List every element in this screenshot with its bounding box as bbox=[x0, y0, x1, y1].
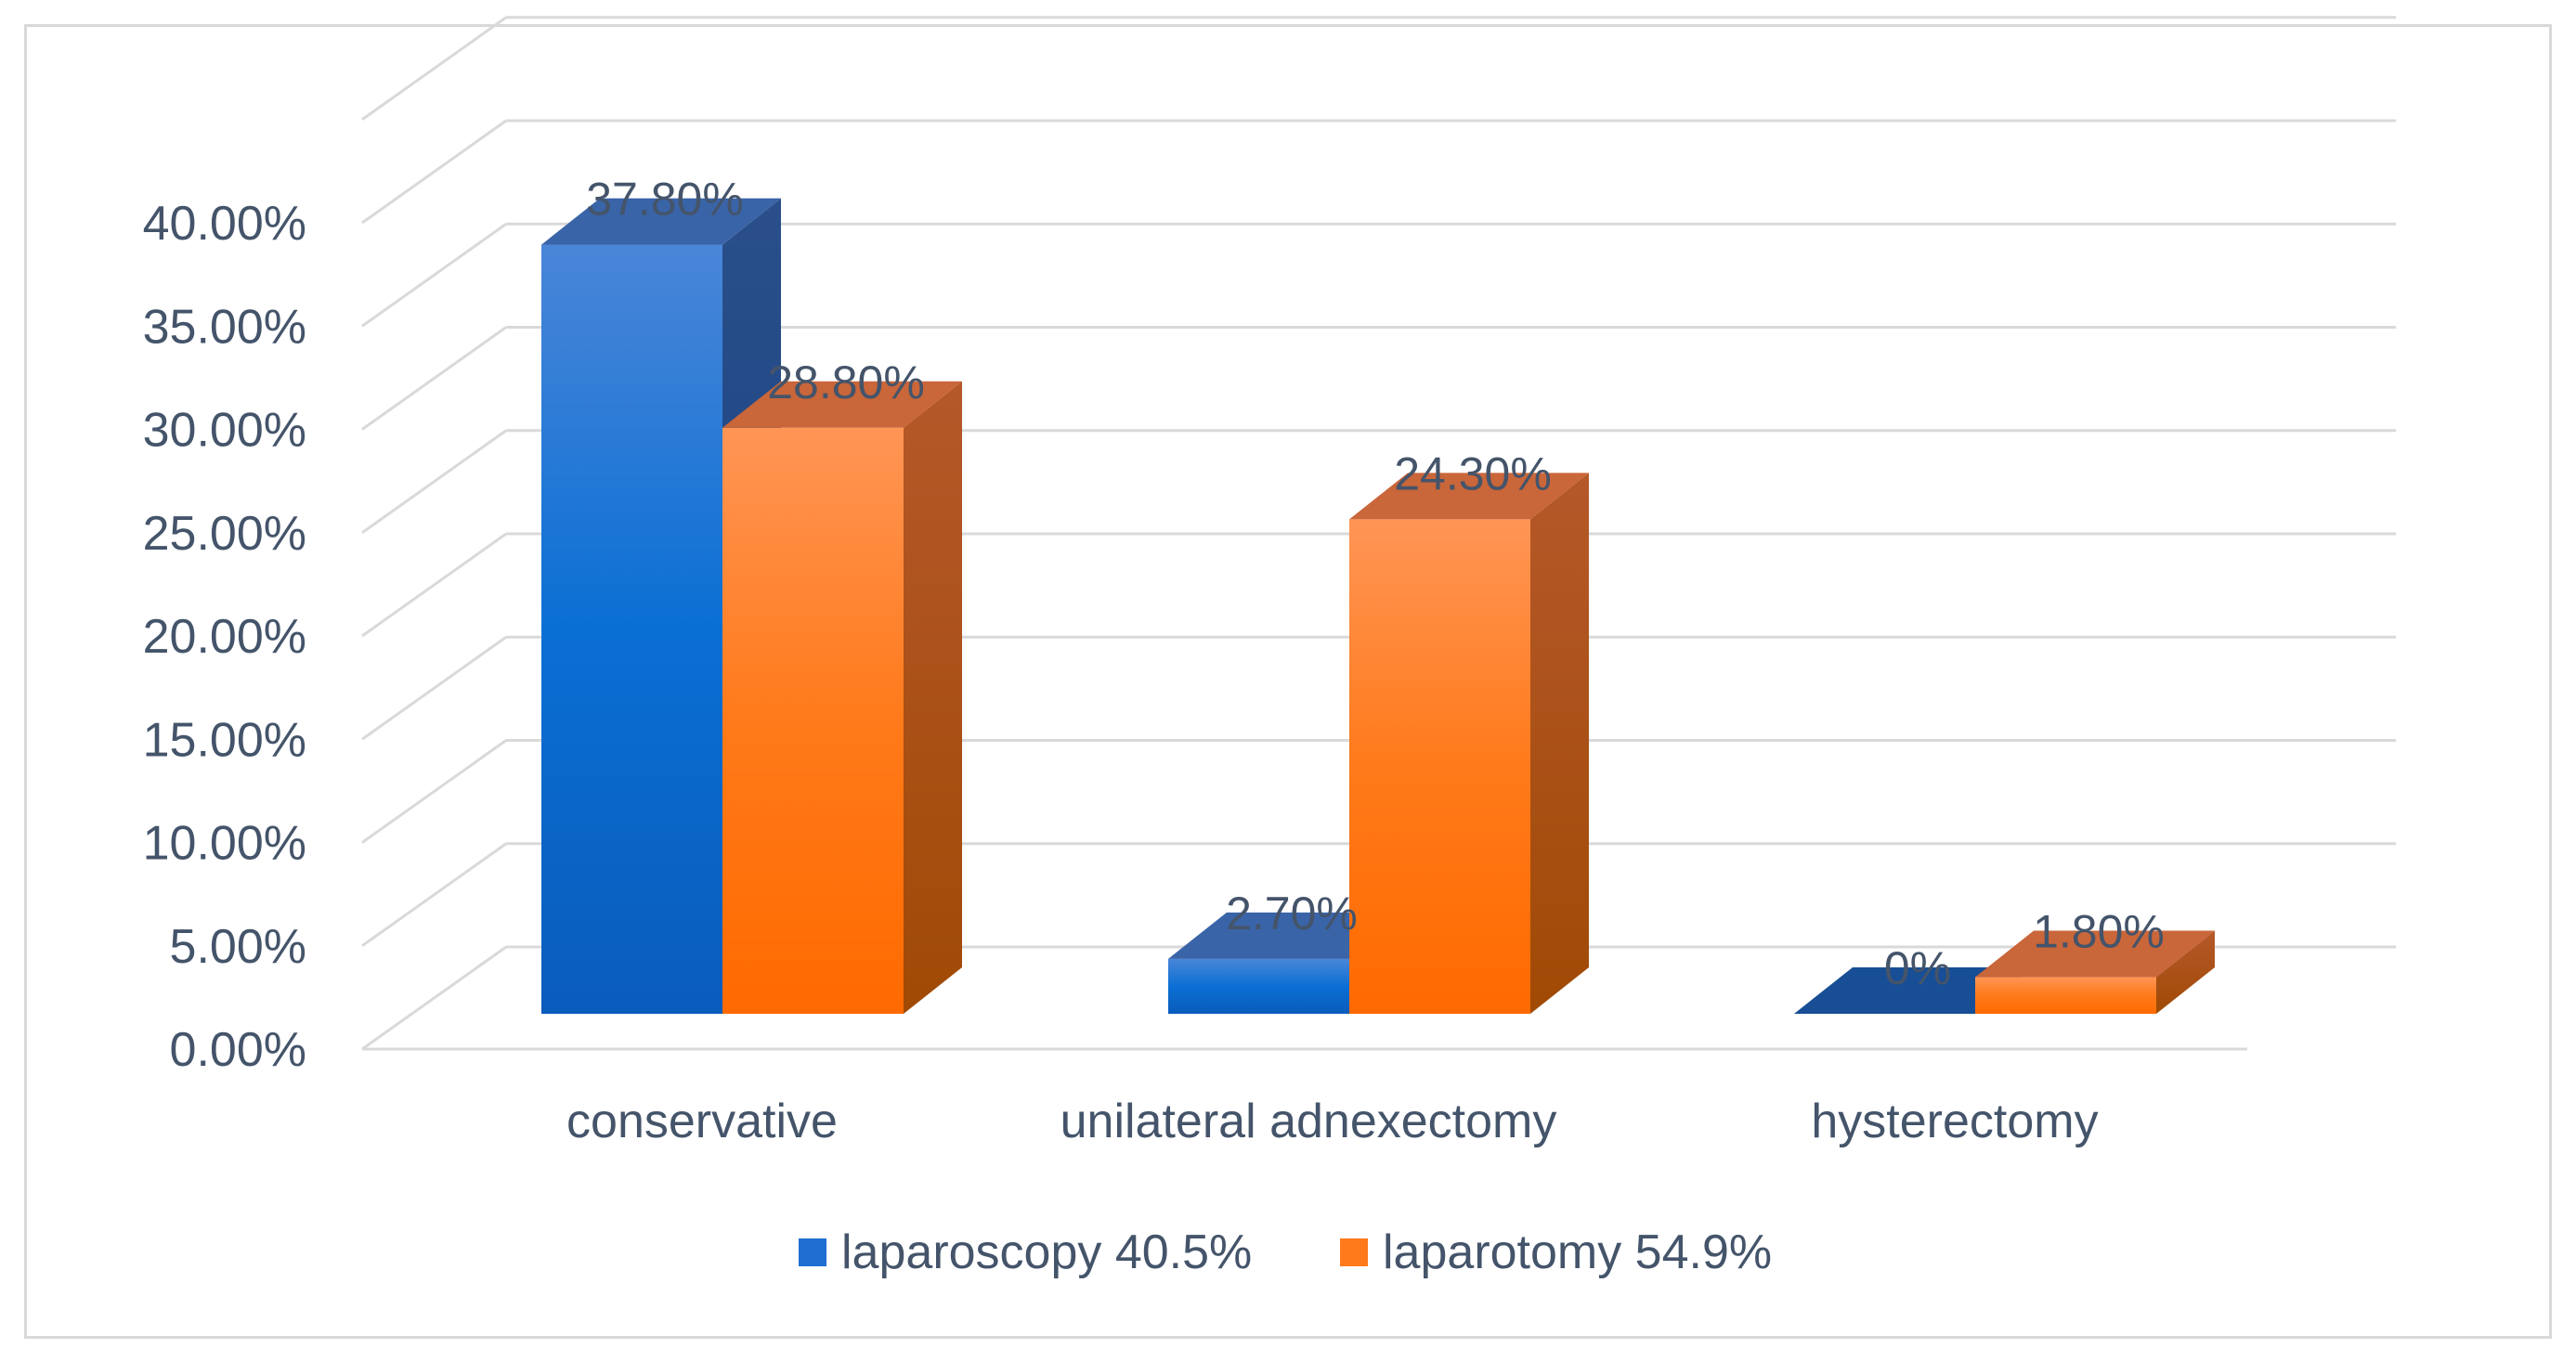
y-tick-label: 15.00% bbox=[143, 713, 306, 767]
bars bbox=[541, 198, 2215, 1015]
gridline-side bbox=[361, 842, 507, 947]
legend-swatch bbox=[1340, 1238, 1368, 1266]
data-label-laparotomy: 24.30% bbox=[1394, 447, 1552, 499]
y-tick-label: 20.00% bbox=[143, 610, 306, 664]
bar-top-face bbox=[1349, 473, 1589, 520]
y-tick-label: 0.00% bbox=[170, 1023, 306, 1077]
legend-swatch bbox=[799, 1238, 826, 1266]
gridline-side bbox=[361, 223, 507, 328]
x-category-label: unilateral adnexectomy bbox=[1060, 1095, 1557, 1148]
bar-top-face bbox=[1975, 930, 2215, 978]
x-axis-categories: conservative unilateral adnexectomy hyster… bbox=[566, 1095, 2099, 1148]
y-tick-label: 25.00% bbox=[143, 507, 306, 561]
gridline-side bbox=[361, 532, 507, 638]
legend-label: laparoscopy 40.5% bbox=[841, 1225, 1252, 1279]
legend-label: laparotomy 54.9% bbox=[1383, 1225, 1772, 1279]
bar-laparotomy-3 bbox=[1975, 930, 2215, 1014]
bar-front-face bbox=[1975, 977, 2156, 1014]
data-label-laparotomy: 1.80% bbox=[2033, 906, 2165, 958]
bar-top-face bbox=[1794, 967, 2034, 1014]
bar-side-face bbox=[1530, 473, 1589, 1014]
legend-item-laparotomy: laparotomy 54.9% bbox=[1340, 1225, 1772, 1279]
bar-top-face bbox=[541, 198, 781, 245]
gridline-side bbox=[361, 739, 507, 844]
gridline-side bbox=[361, 636, 507, 741]
legend-item-laparoscopy: laparoscopy 40.5% bbox=[799, 1225, 1252, 1279]
data-label-laparoscopy: 2.70% bbox=[1226, 888, 1358, 940]
y-tick-label: 35.00% bbox=[143, 300, 306, 354]
data-label-laparotomy: 28.80% bbox=[767, 356, 925, 408]
gridline-side bbox=[361, 119, 507, 225]
y-tick-label: 30.00% bbox=[143, 404, 306, 458]
gridline-side bbox=[361, 945, 507, 1051]
bar-front-face bbox=[541, 244, 722, 1014]
bar-top-face bbox=[722, 381, 962, 428]
y-tick-label: 10.00% bbox=[143, 817, 306, 871]
x-category-label: conservative bbox=[566, 1095, 838, 1148]
x-category-label: hysterectomy bbox=[1811, 1095, 2098, 1148]
gridline-side bbox=[361, 429, 507, 534]
gridline-side bbox=[361, 326, 507, 431]
data-label-laparoscopy: 0% bbox=[1884, 942, 1951, 994]
y-tick-label: 5.00% bbox=[170, 920, 306, 974]
legend: laparoscopy 40.5% laparotomy 54.9% bbox=[799, 1225, 1772, 1279]
bar-laparotomy-1 bbox=[722, 381, 962, 1014]
y-tick-label: 40.00% bbox=[143, 197, 306, 251]
gridline-side bbox=[361, 16, 507, 121]
bar-front-face bbox=[1168, 958, 1349, 1014]
bar-front-face bbox=[1349, 519, 1530, 1014]
bar-front-face bbox=[722, 427, 904, 1014]
bar-side-face bbox=[904, 381, 962, 1014]
y-axis-ticks: 0.00% 5.00% 10.00% 15.00% 20.00% 25.00% 30.00%… bbox=[143, 197, 306, 1077]
bar-laparoscopy-3 bbox=[1794, 967, 2034, 1014]
bar-side-face bbox=[2156, 930, 2215, 1014]
data-label-laparoscopy: 37.80% bbox=[586, 174, 744, 226]
bar-laparotomy-2 bbox=[1349, 473, 1589, 1014]
data-labels: 37.80% 28.80% 2.70% 24.30% 0% 1.80% bbox=[586, 174, 2165, 994]
bar-top-face bbox=[1168, 912, 1408, 959]
